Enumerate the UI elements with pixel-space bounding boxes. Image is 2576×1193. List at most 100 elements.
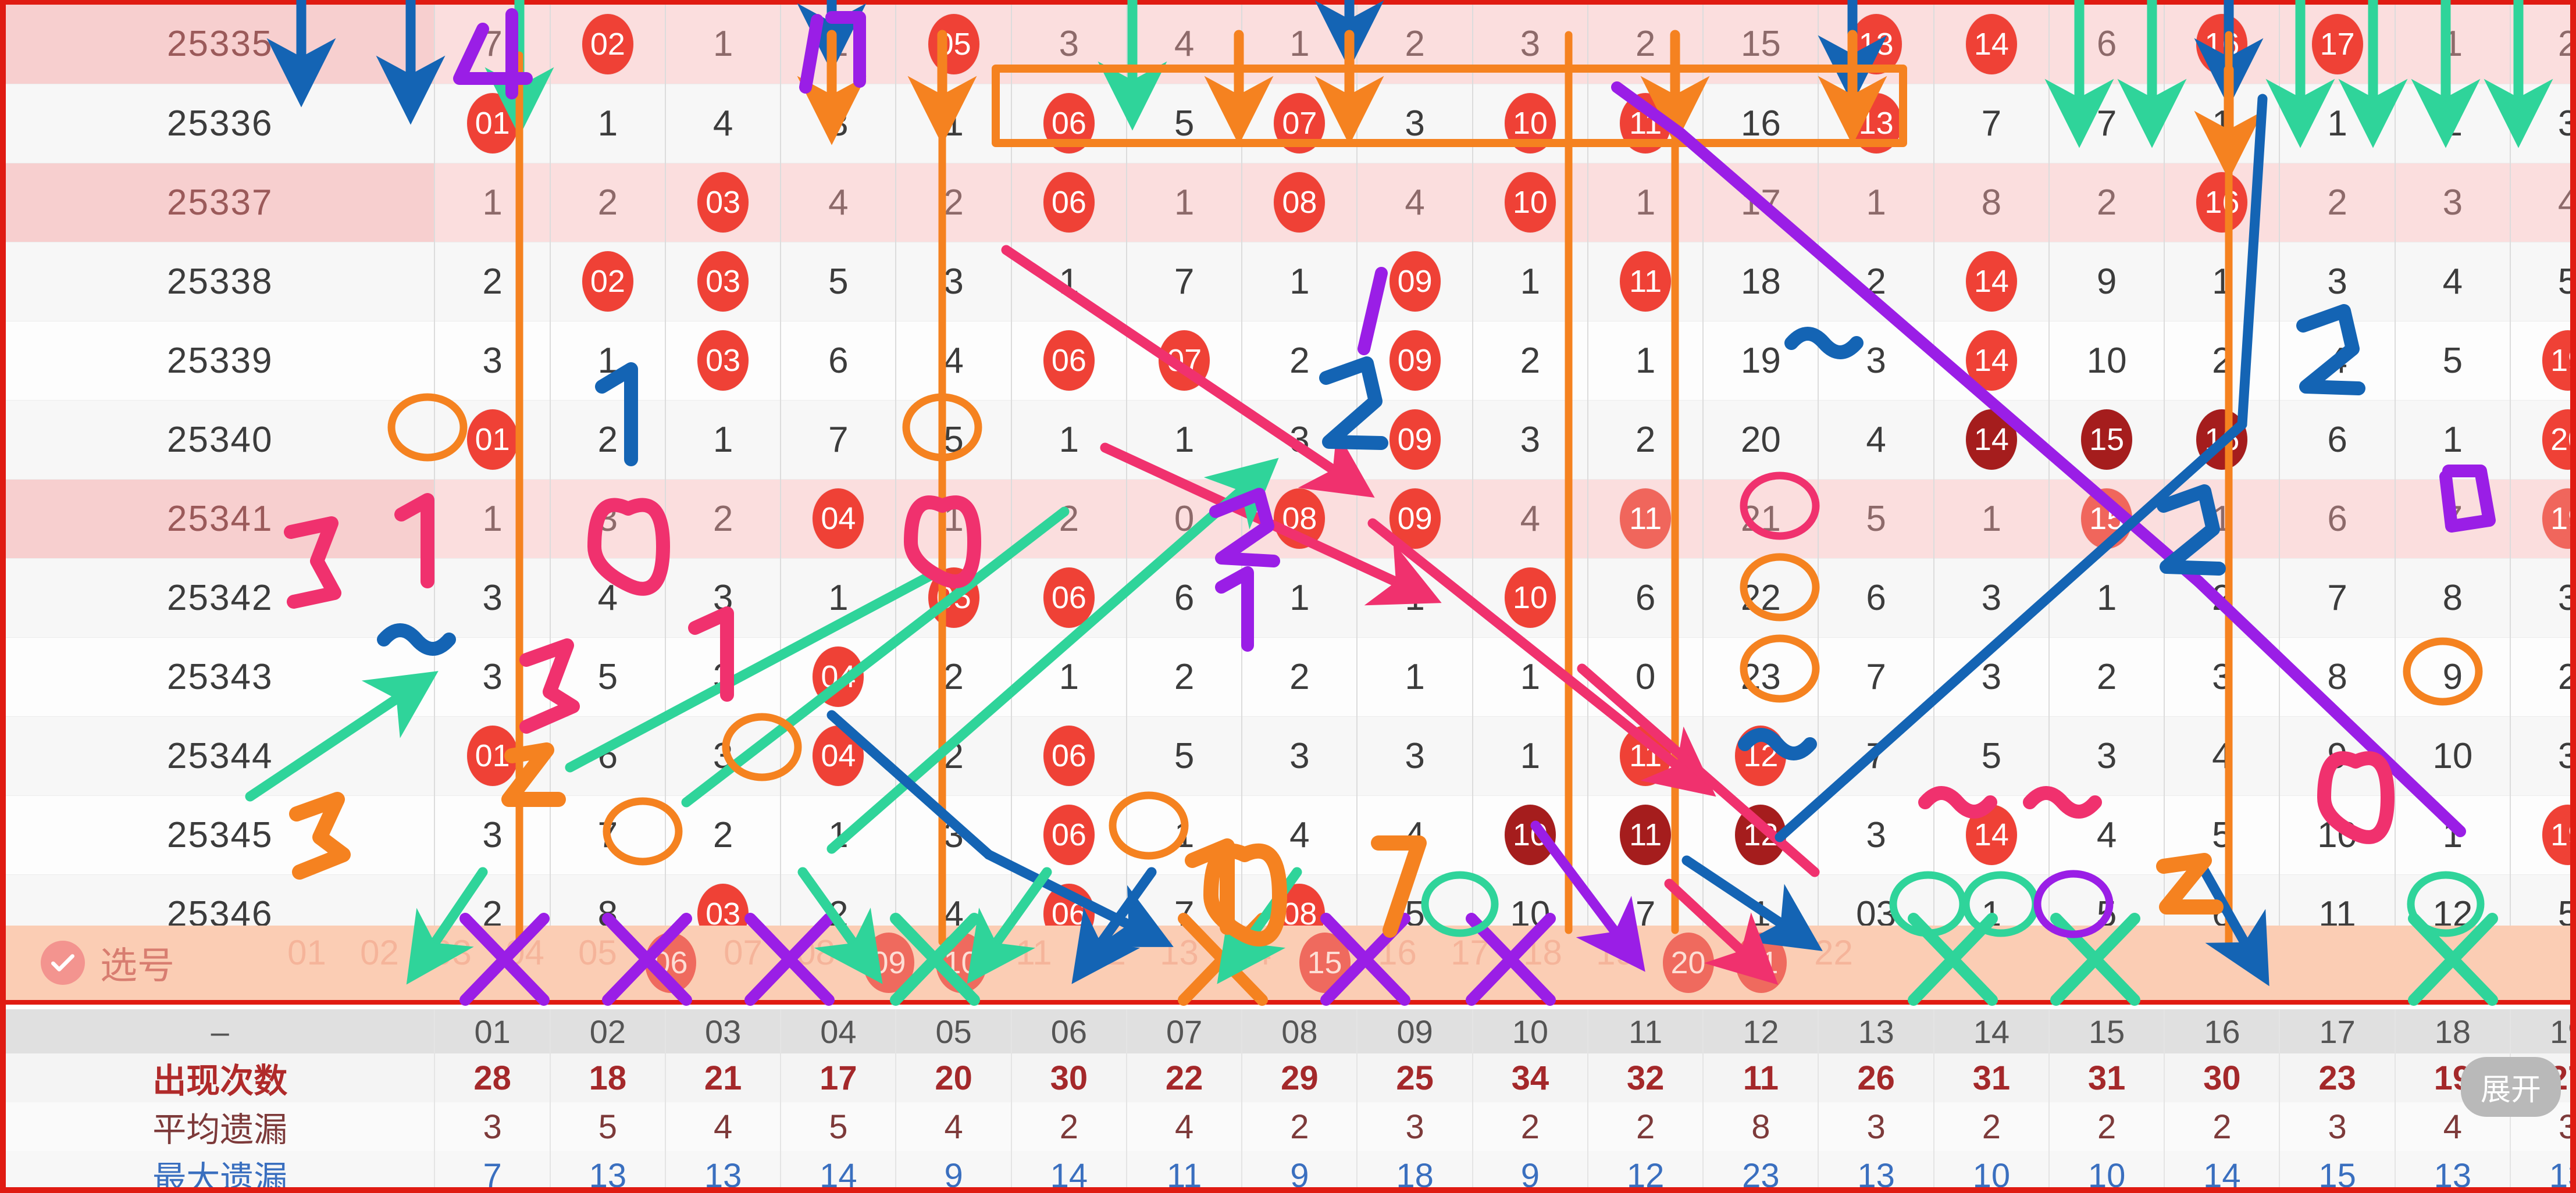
column-header-05[interactable]: 05 xyxy=(896,1009,1012,1053)
table-row[interactable]: 2534537213061441011123144510119543 xyxy=(6,795,2570,875)
column-header-08[interactable]: 08 xyxy=(1242,1009,1358,1053)
miss-count-cell[interactable]: 5 xyxy=(1126,716,1243,796)
miss-count-cell[interactable]: 1 xyxy=(781,795,897,875)
miss-count-cell[interactable]: 3 xyxy=(550,479,666,559)
table-row[interactable]: 253393103640607209211931410245192126 xyxy=(6,321,2570,401)
miss-count-cell[interactable]: 4 xyxy=(2048,795,2165,875)
miss-count-cell[interactable]: 4 xyxy=(2510,163,2570,242)
miss-count-cell[interactable]: 3 xyxy=(1818,321,1934,401)
miss-count-cell[interactable]: 2 xyxy=(2510,637,2570,717)
miss-count-cell[interactable]: 7 xyxy=(1126,242,1243,322)
miss-count-cell[interactable]: 3 xyxy=(1818,795,1934,875)
hit-badge-cell[interactable]: 11 xyxy=(1587,716,1704,796)
miss-count-cell[interactable]: 2 xyxy=(2164,558,2281,638)
miss-count-cell[interactable]: 3 xyxy=(781,84,897,163)
miss-count-cell[interactable]: 4 xyxy=(1818,400,1934,480)
pick-cell[interactable]: 14 xyxy=(1232,933,1271,972)
miss-count-cell[interactable]: 22 xyxy=(1703,558,1819,638)
miss-count-cell[interactable]: 7 xyxy=(1933,84,2050,163)
miss-count-cell[interactable]: 1 xyxy=(1011,637,1127,717)
hit-badge-cell[interactable]: 07 xyxy=(1242,84,1358,163)
miss-count-cell[interactable]: 1 xyxy=(1472,242,1588,322)
miss-count-cell[interactable]: 2 xyxy=(665,795,782,875)
miss-count-cell[interactable]: 2 xyxy=(1472,321,1588,401)
hit-badge-cell[interactable]: 03 xyxy=(665,321,782,401)
miss-count-cell[interactable]: 10 xyxy=(2048,321,2165,401)
miss-count-cell[interactable]: 1 xyxy=(2395,795,2511,875)
miss-count-cell[interactable]: 18 xyxy=(1703,242,1819,322)
miss-count-cell[interactable]: 7 xyxy=(1818,637,1934,717)
column-header-14[interactable]: 14 xyxy=(1933,1009,2050,1053)
miss-count-cell[interactable]: 3 xyxy=(434,637,551,717)
miss-count-cell[interactable]: 2 xyxy=(1242,321,1358,401)
hit-badge-cell[interactable]: 01 xyxy=(434,84,551,163)
miss-count-cell[interactable]: 2 xyxy=(550,163,666,242)
hit-badge-cell[interactable]: 17 xyxy=(2279,5,2396,84)
hit-badge-cell[interactable]: 12 xyxy=(1703,795,1819,875)
miss-count-cell[interactable]: 2 xyxy=(1242,637,1358,717)
pick-cell[interactable]: 11 xyxy=(1016,933,1052,972)
hit-badge-cell[interactable]: 15 xyxy=(2048,400,2165,480)
miss-count-cell[interactable]: 15 xyxy=(1703,5,1819,84)
miss-count-cell[interactable]: 3 xyxy=(434,558,551,638)
miss-count-cell[interactable]: 2 xyxy=(2048,637,2165,717)
miss-count-cell[interactable]: 6 xyxy=(550,716,666,796)
hit-badge-cell[interactable]: 02 xyxy=(550,242,666,322)
pick-cell[interactable]: 08 xyxy=(796,933,835,972)
miss-count-cell[interactable]: 3 xyxy=(1933,558,2050,638)
miss-count-cell[interactable]: 3 xyxy=(1357,716,1473,796)
table-row[interactable]: 25337120342061084101171821623420104 xyxy=(6,163,2570,242)
miss-count-cell[interactable]: 4 xyxy=(1242,795,1358,875)
miss-count-cell[interactable]: 3 xyxy=(1472,5,1588,84)
miss-count-cell[interactable]: 3 xyxy=(2510,558,2570,638)
hit-badge-cell[interactable]: 02 xyxy=(550,5,666,84)
miss-count-cell[interactable]: 8 xyxy=(2279,637,2396,717)
hit-badge-cell[interactable]: 01 xyxy=(434,400,551,480)
miss-count-cell[interactable]: 1 xyxy=(2164,84,2281,163)
miss-count-cell[interactable]: 3 xyxy=(2510,84,2570,163)
miss-count-cell[interactable]: 1 xyxy=(1357,637,1473,717)
miss-count-cell[interactable]: 3 xyxy=(665,637,782,717)
miss-count-cell[interactable]: 7 xyxy=(434,5,551,84)
hit-badge-cell[interactable]: 05 xyxy=(896,558,1012,638)
miss-count-cell[interactable]: 2 xyxy=(896,163,1012,242)
column-header-01[interactable]: 01 xyxy=(434,1009,551,1053)
hit-badge-cell[interactable]: 16 xyxy=(2164,163,2281,242)
miss-count-cell[interactable]: 2 xyxy=(2510,5,2570,84)
miss-count-cell[interactable]: 3 xyxy=(1357,84,1473,163)
miss-count-cell[interactable]: 1 xyxy=(1126,163,1243,242)
hit-badge-cell[interactable]: 14 xyxy=(1933,5,2050,84)
hit-badge-cell[interactable]: 09 xyxy=(1357,400,1473,480)
miss-count-cell[interactable]: 5 xyxy=(781,242,897,322)
miss-count-cell[interactable]: 4 xyxy=(1472,479,1588,559)
table-row[interactable]: 25341132041200809411215115167192218 xyxy=(6,479,2570,559)
miss-count-cell[interactable]: 1 xyxy=(1126,795,1243,875)
miss-count-cell[interactable]: 1 xyxy=(2164,479,2281,559)
miss-count-cell[interactable]: 1 xyxy=(1472,637,1588,717)
miss-count-cell[interactable]: 7 xyxy=(2395,479,2511,559)
pick-cell[interactable]: 10 xyxy=(925,933,997,993)
miss-count-cell[interactable]: 1 xyxy=(1587,321,1704,401)
pick-cell[interactable]: 16 xyxy=(1378,933,1417,972)
hit-badge-cell[interactable]: 06 xyxy=(1011,558,1127,638)
column-header-07[interactable]: 07 xyxy=(1126,1009,1243,1053)
miss-count-cell[interactable]: 1 xyxy=(550,321,666,401)
miss-count-cell[interactable]: 4 xyxy=(2395,242,2511,322)
miss-count-cell[interactable]: 3 xyxy=(2510,716,2570,796)
miss-count-cell[interactable]: 3 xyxy=(896,242,1012,322)
hit-badge-cell[interactable]: 14 xyxy=(1933,242,2050,322)
column-header-11[interactable]: 11 xyxy=(1587,1009,1704,1053)
pick-cell[interactable]: 05 xyxy=(578,933,617,972)
hit-badge-cell[interactable]: 06 xyxy=(1011,795,1127,875)
miss-count-cell[interactable]: 20 xyxy=(1703,400,1819,480)
hit-badge-cell[interactable]: 16 xyxy=(2164,400,2281,480)
miss-count-cell[interactable]: 7 xyxy=(2279,558,2396,638)
hit-badge-cell[interactable]: 12 xyxy=(1703,716,1819,796)
pick-cell[interactable]: 03 xyxy=(433,933,472,972)
miss-count-cell[interactable]: 1 xyxy=(1357,558,1473,638)
hit-badge-cell[interactable]: 10 xyxy=(1472,163,1588,242)
hit-badge-cell[interactable]: 06 xyxy=(1011,321,1127,401)
miss-count-cell[interactable]: 6 xyxy=(2279,479,2396,559)
miss-count-cell[interactable]: 2 xyxy=(1126,637,1243,717)
trend-grid-scroll[interactable]: 2533570212053412321513146161712282253360… xyxy=(0,0,2576,1015)
